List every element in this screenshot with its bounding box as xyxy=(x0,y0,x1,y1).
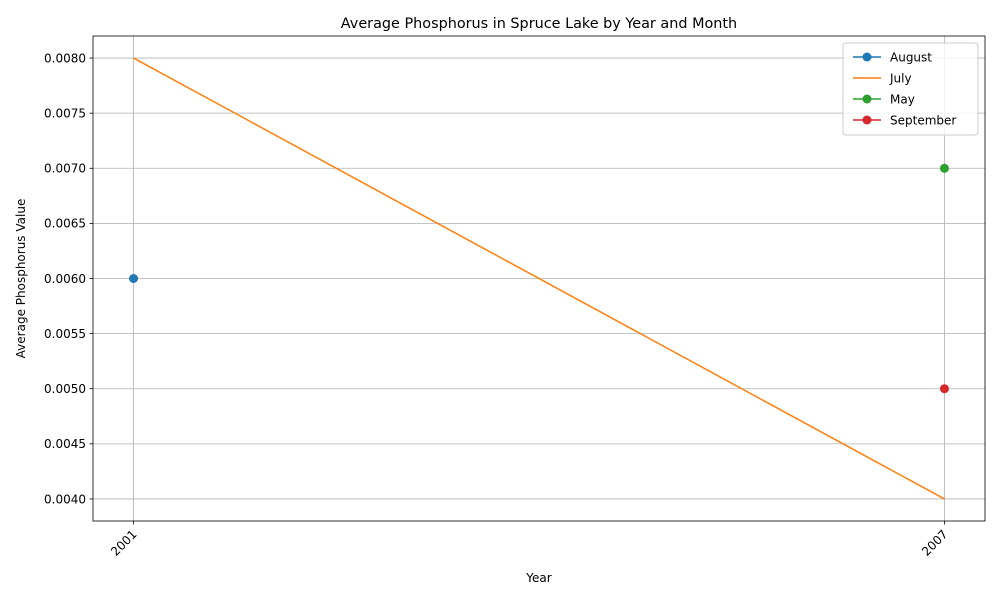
y-tick-label: 0.0045 xyxy=(44,437,86,451)
y-tick-label: 0.0075 xyxy=(44,106,86,120)
y-tick-label: 0.0080 xyxy=(44,51,86,65)
legend-item-may: May xyxy=(853,92,915,106)
series-september xyxy=(939,384,949,394)
data-point xyxy=(939,384,949,394)
y-tick-label: 0.0070 xyxy=(44,162,86,176)
series-may xyxy=(939,163,949,173)
legend-label: August xyxy=(890,50,932,64)
y-axis: 0.0040 0.0045 0.0050 0.0055 0.0060 0.0065 0.00… xyxy=(44,51,93,506)
legend-marker xyxy=(862,94,872,104)
legend: August July May September xyxy=(842,42,979,136)
y-axis-label: Average Phosphorus Value xyxy=(14,199,28,359)
legend-label: September xyxy=(890,113,956,127)
x-axis-label: Year xyxy=(525,571,551,585)
y-tick-label: 0.0040 xyxy=(44,492,86,506)
data-point xyxy=(939,163,949,173)
y-tick-label: 0.0060 xyxy=(44,272,86,286)
legend-item-september: September xyxy=(853,113,956,127)
series-line xyxy=(133,57,945,500)
legend-marker xyxy=(862,115,872,125)
legend-frame xyxy=(842,42,979,136)
legend-label: May xyxy=(890,92,915,106)
y-tick-label: 0.0065 xyxy=(44,217,86,231)
series-august xyxy=(129,274,139,283)
legend-item-july: July xyxy=(853,71,912,85)
legend-label: July xyxy=(889,71,912,85)
y-tick-label: 0.0055 xyxy=(44,327,86,341)
data-point xyxy=(129,274,139,283)
y-tick-label: 0.0050 xyxy=(44,382,86,396)
chart-title: Average Phosphorus in Spruce Lake by Yea… xyxy=(341,16,737,32)
legend-marker xyxy=(862,52,872,62)
legend-item-august: August xyxy=(853,50,932,64)
series-july xyxy=(133,57,945,500)
series-layer xyxy=(129,57,949,500)
